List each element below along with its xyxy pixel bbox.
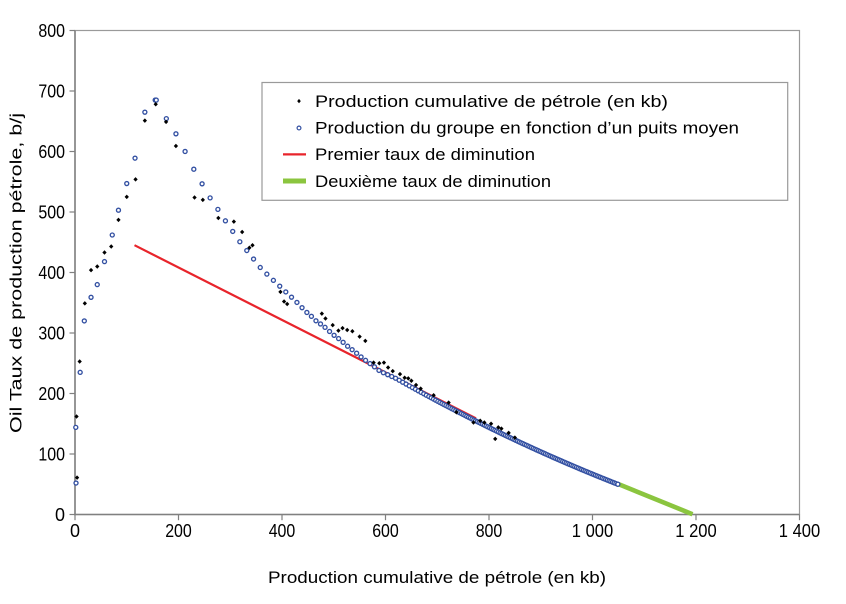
svg-text:600: 600 (38, 142, 65, 162)
svg-text:1 200: 1 200 (675, 521, 716, 541)
svg-text:300: 300 (38, 324, 65, 344)
svg-text:Production cumulative de pétro: Production cumulative de pétrole (en kb) (268, 568, 606, 587)
svg-text:Oil Taux de production pétrole: Oil Taux de production pétrole, b/j (7, 113, 26, 433)
svg-text:800: 800 (38, 21, 65, 41)
svg-text:400: 400 (269, 521, 296, 541)
svg-text:200: 200 (38, 384, 65, 404)
svg-text:100: 100 (38, 445, 65, 465)
svg-text:1 000: 1 000 (572, 521, 613, 541)
svg-text:500: 500 (38, 203, 65, 223)
svg-text:0: 0 (55, 505, 65, 525)
svg-text:Production du groupe en foncti: Production du groupe en fonction d’un pu… (315, 118, 739, 137)
svg-text:400: 400 (38, 263, 65, 283)
svg-text:700: 700 (38, 82, 65, 102)
svg-text:1 400: 1 400 (779, 521, 820, 541)
svg-text:0: 0 (70, 521, 80, 541)
svg-text:600: 600 (372, 521, 399, 541)
svg-text:Premier taux de diminution: Premier taux de diminution (315, 145, 535, 164)
svg-text:800: 800 (476, 521, 503, 541)
svg-text:Deuxième taux de diminution: Deuxième taux de diminution (315, 172, 551, 191)
svg-text:Production cumulative de pétro: Production cumulative de pétrole (en kb) (315, 92, 668, 111)
svg-text:200: 200 (165, 521, 192, 541)
